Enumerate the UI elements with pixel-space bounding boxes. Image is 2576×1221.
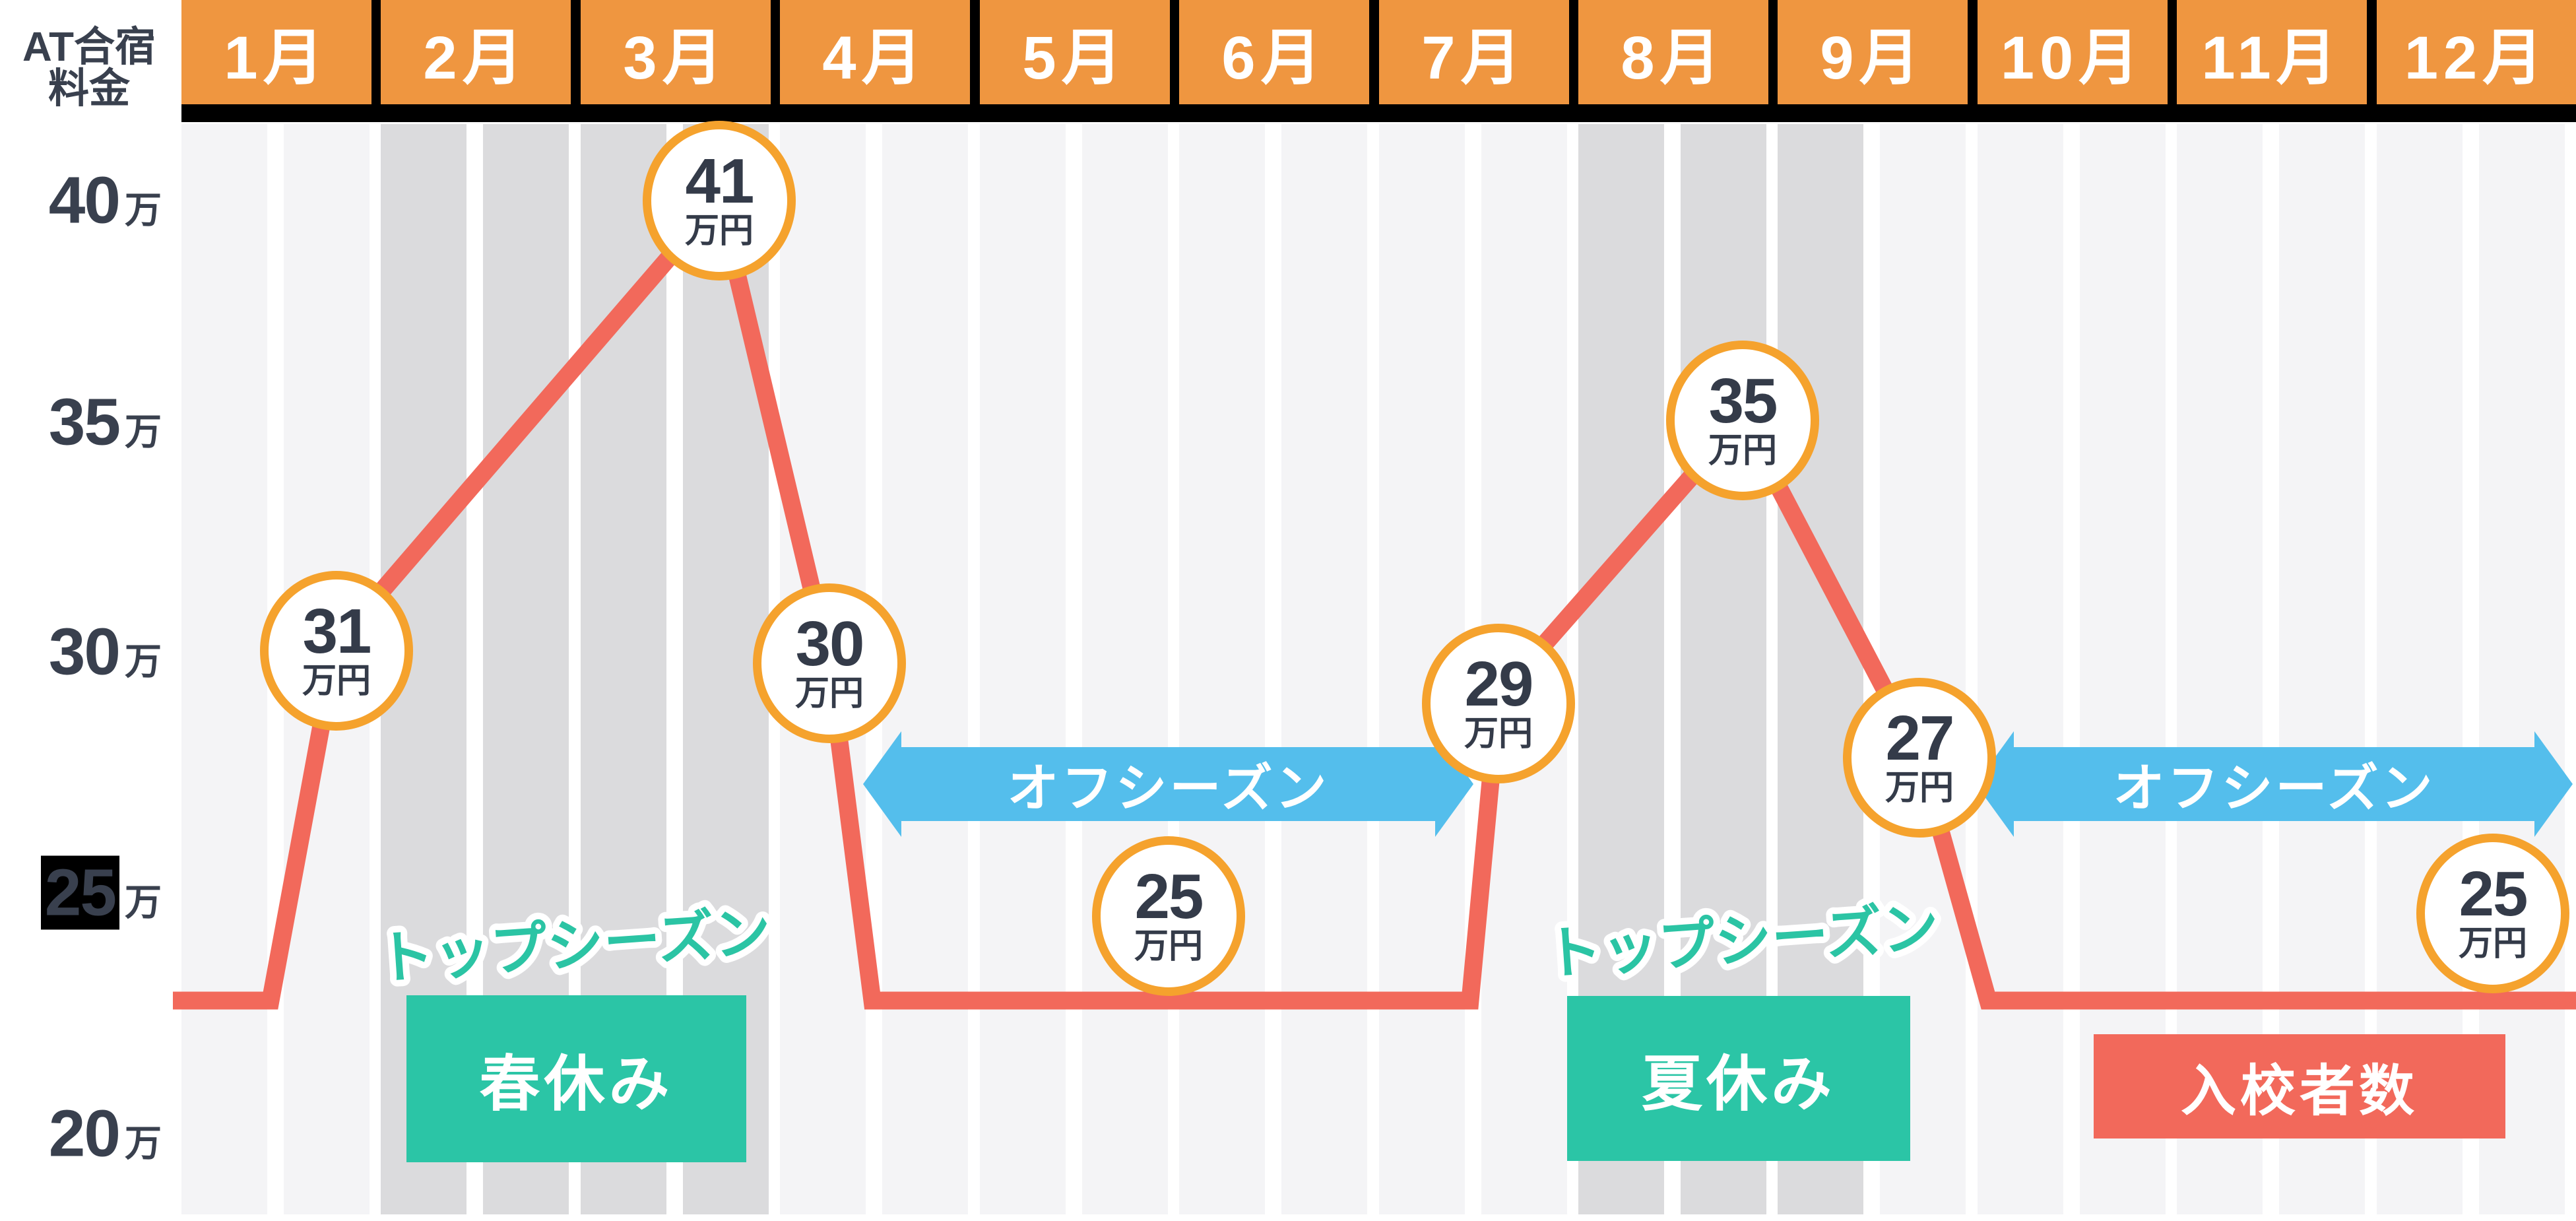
stripe-month5-half1 [980,124,1066,1214]
price-value: 31 [302,595,372,667]
price-unit: 万円 [1884,769,1954,808]
month-cell-7: 7月 [1379,0,1569,104]
month-cell-10: 10月 [1978,0,2168,104]
stripe-month10-half1 [1978,124,2063,1214]
price-value: 35 [1708,365,1778,436]
month-cell-2: 2月 [381,0,571,104]
price-unit: 万円 [1134,927,1203,966]
price-value: 25 [2459,858,2528,929]
stripe-month1-half1 [181,124,267,1214]
y-tick-unit: 万 [125,1122,162,1164]
y-tick-20: 20 万 [0,1096,162,1172]
price-unit: 万円 [1464,715,1533,754]
y-tick-number: 30 [48,614,121,689]
month-label: 6月 [1221,24,1327,92]
summer-break-box: 夏休み [1567,996,1910,1161]
y-tick-number: 20 [48,1096,121,1171]
month-cell-9: 9月 [1778,0,1968,104]
y-tick-unit: 万 [125,189,162,231]
stripe-month6-half1 [1179,124,1265,1214]
month-label: 7月 [1421,24,1527,92]
price-unit: 万円 [684,212,754,251]
month-cell-4: 4月 [780,0,970,104]
price-value: 27 [1885,702,1955,774]
price-value: 41 [685,145,755,216]
month-label: 9月 [1820,24,1925,92]
price-value: 25 [1134,861,1204,932]
price-unit: 万円 [1708,432,1777,471]
legend-box: 入校者数 [2094,1034,2505,1138]
month-cell-11: 11月 [2177,0,2367,104]
price-unit: 万円 [794,675,864,713]
month-cell-3: 3月 [581,0,771,104]
y-tick-unit: 万 [125,881,162,923]
y-axis-title: AT合宿 料金 [22,24,156,112]
month-cell-8: 8月 [1578,0,1768,104]
stripe-month6-half2 [1281,124,1367,1214]
y-tick-unit: 万 [125,640,162,682]
month-label: 2月 [423,24,529,92]
stripe-month5-half2 [1082,124,1168,1214]
off-season-arrow-1: オフシーズン [901,747,1436,821]
price-circle-29man: 29 万円 [1422,624,1575,783]
y-tick-number: 35 [48,385,121,459]
month-cell-12: 12月 [2377,0,2576,104]
month-label: 1月 [224,24,329,92]
spring-break-box: 春休み [406,995,746,1162]
y-tick-40: 40 万 [0,163,162,239]
month-label: 4月 [822,24,928,92]
month-cell-1: 1月 [181,0,371,104]
month-label: 12月 [2404,24,2549,92]
price-circle-27man: 27 万円 [1843,678,1996,838]
y-tick-25: 25 万 [0,855,162,931]
off-season-arrow-2: オフシーズン [2013,747,2535,821]
price-circle-41man: 41 万円 [643,121,796,280]
month-cell-5: 5月 [980,0,1170,104]
price-circle-35man: 35 万円 [1666,341,1819,500]
price-value: 30 [795,608,865,679]
y-tick-35: 35 万 [0,385,162,461]
y-tick-30: 30 万 [0,614,162,690]
summer-break-label: 夏休み [1641,1050,1836,1118]
price-unit: 万円 [2458,925,2527,964]
price-circle-25man: 25 万円 [1092,836,1245,996]
off-season-label: オフシーズン [2113,759,2435,817]
month-label: 8月 [1621,24,1726,92]
month-label: 5月 [1022,24,1128,92]
off-season-label: オフシーズン [1007,759,1330,817]
month-label: 10月 [2000,24,2145,92]
month-label: 11月 [2201,24,2342,92]
legend-label: 入校者数 [2180,1059,2418,1122]
y-tick-number: 25 [40,855,119,930]
price-circle-25man: 25 万円 [2416,834,2569,993]
price-value: 29 [1464,648,1534,719]
price-circle-30man: 30 万円 [753,583,906,743]
month-cell-6: 6月 [1179,0,1369,104]
month-label: 3月 [623,24,728,92]
price-unit: 万円 [302,662,371,701]
y-tick-unit: 万 [125,411,162,453]
price-circle-31man: 31 万円 [260,571,413,731]
y-tick-number: 40 [48,163,121,238]
spring-break-label: 春休み [479,1051,674,1118]
